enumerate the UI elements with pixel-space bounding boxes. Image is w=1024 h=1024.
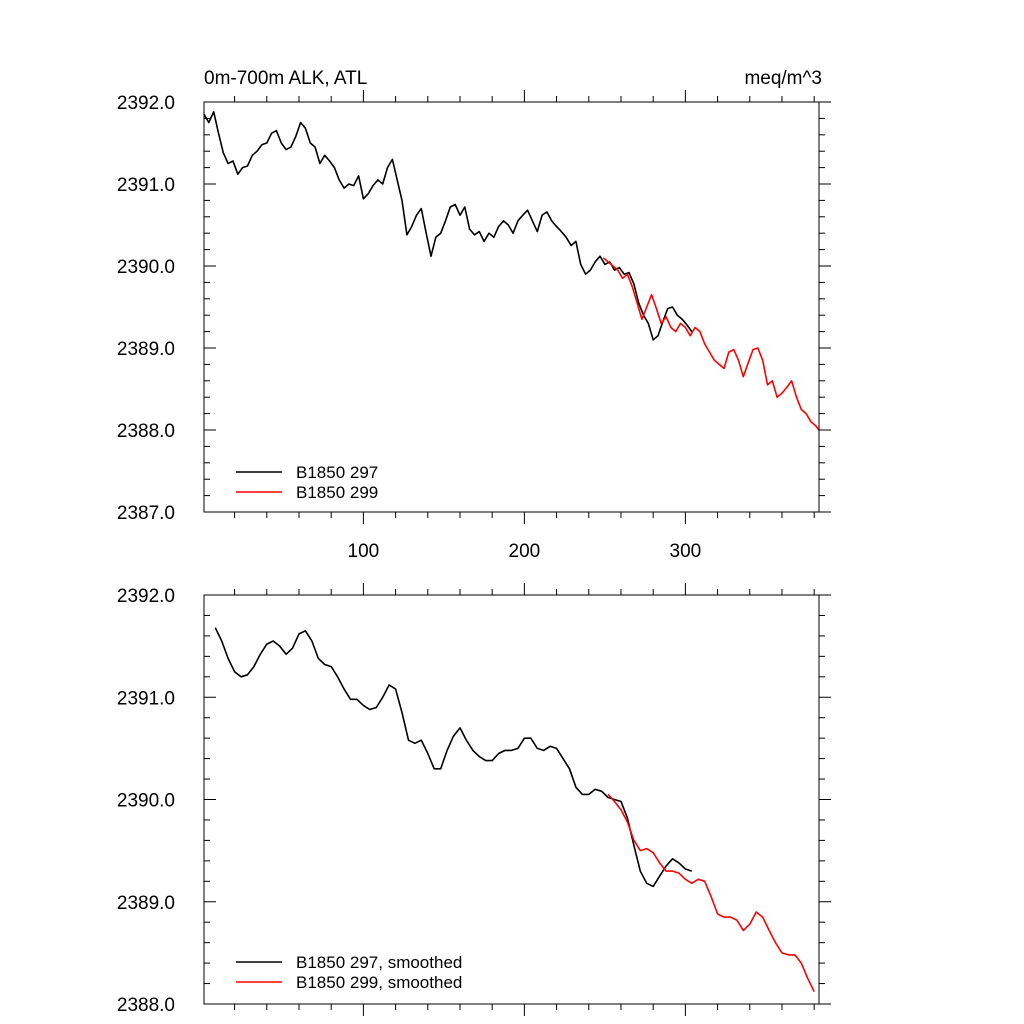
top-panel-units: meq/m^3 <box>744 68 822 89</box>
y-tick-label: 2391.0 <box>117 688 175 709</box>
y-tick-label: 2389.0 <box>117 893 175 914</box>
series-line <box>602 257 820 431</box>
y-tick-label: 2390.0 <box>117 791 175 812</box>
y-tick-label: 2389.0 <box>117 339 175 360</box>
y-tick-label: 2390.0 <box>117 257 175 278</box>
top-panel-frame <box>203 101 820 513</box>
x-tick-label: 100 <box>348 541 380 562</box>
top-panel-ticks: 2387.0 2388.0 2389.0 2390.0 2391.0 2392.0 100 2… <box>117 90 831 562</box>
x-tick-label: 300 <box>670 541 702 562</box>
y-tick-label: 2388.0 <box>117 421 175 442</box>
top-panel: 0m-700m ALK, ATL meq/m^3 2387.02388.0238… <box>117 68 831 562</box>
legend-label: B1850 297, smoothed <box>296 953 462 972</box>
bottom-panel-frame <box>203 594 820 1005</box>
y-tick-label: 2392.0 <box>117 93 175 114</box>
top-panel-title: 0m-700m ALK, ATL <box>204 68 367 89</box>
legend-label: B1850 297 <box>296 463 378 482</box>
top-legend: B1850 297 B1850 299 <box>236 463 378 502</box>
y-tick-label: 2391.0 <box>117 175 175 196</box>
y-tick-label: 2392.0 <box>117 586 175 607</box>
top-panel-series <box>203 111 820 431</box>
bottom-panel-ticks: 2388.0 2389.0 2390.0 2391.0 2392.0 <box>117 583 831 1016</box>
bottom-legend: B1850 297, smoothed B1850 299, smoothed <box>236 953 462 992</box>
series-line <box>607 793 815 993</box>
y-tick-label: 2387.0 <box>117 503 175 524</box>
legend-label: B1850 299, smoothed <box>296 973 462 992</box>
y-tick-label: 2388.0 <box>117 995 175 1016</box>
legend-label: B1850 299 <box>296 483 378 502</box>
bottom-panel: 2388.0 2389.0 2390.0 2391.0 2392.0 B1850 297… <box>117 583 831 1016</box>
bottom-panel-series <box>214 627 815 993</box>
x-tick-label: 200 <box>509 541 541 562</box>
